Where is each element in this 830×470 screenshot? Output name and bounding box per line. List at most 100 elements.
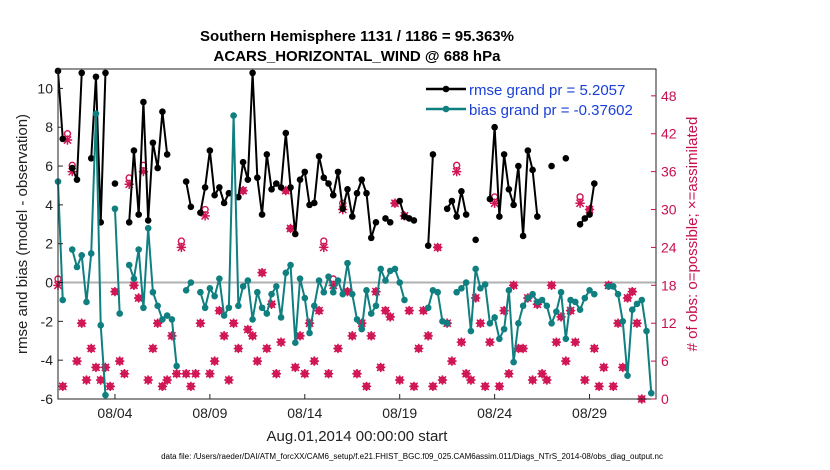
assimilated-marker-87 <box>466 375 476 385</box>
bias-point-95 <box>505 286 513 294</box>
rmse-point-1 <box>59 135 67 143</box>
assimilated-marker-92 <box>489 198 500 208</box>
assimilated-marker-72 <box>395 375 405 385</box>
bias-point-54 <box>310 302 318 310</box>
bias-point-3 <box>68 246 76 253</box>
bias-point-66 <box>367 310 375 317</box>
bias-point-41 <box>249 316 256 323</box>
rmse-point-23 <box>163 151 171 158</box>
rmse-point-91 <box>486 195 494 203</box>
assimilated-marker-79 <box>428 381 438 392</box>
assimilated-marker-51 <box>295 331 305 341</box>
rmse-point-51 <box>296 176 304 183</box>
rmse-point-40 <box>244 176 252 183</box>
rmse-point-7 <box>87 154 95 162</box>
bias-point-34 <box>216 275 223 282</box>
rmse-point-31 <box>201 184 209 191</box>
assimilated-marker-30 <box>195 318 206 328</box>
bias-point-42 <box>254 288 261 296</box>
rmse-point-16 <box>130 147 138 154</box>
assimilated-marker-70 <box>385 312 395 322</box>
assimilated-marker-104 <box>546 280 557 290</box>
bias-point-87 <box>467 327 475 335</box>
rmse-point-82 <box>443 205 451 213</box>
assimilated-marker-106 <box>556 312 566 322</box>
y-tick-label-6: 6 <box>45 158 53 174</box>
bias-point-64 <box>358 325 366 333</box>
y-tick-label-10: 10 <box>37 80 53 96</box>
bias-line-segment-5 <box>199 114 406 344</box>
assimilated-marker-55 <box>314 305 324 316</box>
x-axis-label: Aug.01,2014 00:00:00 start <box>267 428 449 445</box>
plot-frame <box>57 68 657 400</box>
bias-point-118 <box>614 290 622 298</box>
assimilated-marker-27 <box>181 369 191 379</box>
assimilated-marker-19 <box>143 375 153 385</box>
bias-point-36 <box>225 304 233 312</box>
rmse-point-67 <box>372 219 380 226</box>
rmse-point-42 <box>254 174 261 182</box>
bias-point-23 <box>163 312 171 319</box>
rmse-point-5 <box>78 69 86 77</box>
bias-point-71 <box>391 265 399 273</box>
bias-point-48 <box>282 269 290 277</box>
assimilated-marker-28 <box>186 381 196 392</box>
assimilated-marker-121 <box>627 286 637 297</box>
rmse-point-59 <box>334 168 342 176</box>
bias-point-8 <box>92 110 100 117</box>
assimilated-marker-109 <box>570 337 580 347</box>
y-tick-label-8: 8 <box>45 119 53 135</box>
y-right-tick-label-24: 24 <box>661 239 677 255</box>
assimilated-marker-107 <box>561 356 571 366</box>
assimilated-marker-9 <box>96 375 106 385</box>
bias-point-100 <box>529 290 536 298</box>
bias-point-15 <box>125 261 133 269</box>
assimilated-marker-50 <box>290 362 300 373</box>
bias-point-31 <box>201 304 209 312</box>
assimilated-marker-66 <box>366 331 376 341</box>
bias-point-94 <box>500 325 508 333</box>
rmse-point-36 <box>225 189 233 197</box>
bias-point-39 <box>239 283 247 290</box>
rmse-point-52 <box>301 168 309 176</box>
rmse-point-43 <box>258 211 266 218</box>
assimilated-marker-120 <box>622 293 633 303</box>
rmse-point-47 <box>277 184 285 191</box>
assimilated-marker-45 <box>266 299 277 309</box>
assimilated-marker-46 <box>271 369 281 379</box>
assimilated-marker-68 <box>376 362 386 373</box>
bias-point-1 <box>59 296 67 304</box>
assimilated-marker-47 <box>276 337 286 347</box>
rmse-point-63 <box>353 189 361 197</box>
rmse-point-62 <box>348 213 356 220</box>
bias-point-18 <box>140 304 147 312</box>
rmse-point-79 <box>429 151 437 158</box>
assimilated-marker-80 <box>433 242 443 253</box>
assimilated-marker-18 <box>138 166 149 177</box>
rmse-point-15 <box>125 219 133 226</box>
rmse-point-66 <box>367 234 375 242</box>
x-tick-label-08/19: 08/19 <box>382 405 417 421</box>
rmse-point-61 <box>344 186 351 193</box>
bias-point-125 <box>647 389 655 397</box>
y-tick-label-0: 0 <box>45 275 53 291</box>
assimilated-marker-115 <box>599 362 609 373</box>
assimilated-marker-62 <box>347 331 357 341</box>
bias-point-90 <box>481 281 489 288</box>
assimilated-marker-15 <box>124 179 134 189</box>
y-tick-label-4: 4 <box>45 197 53 213</box>
assimilated-marker-6 <box>81 375 92 385</box>
bias-point-120 <box>624 372 631 380</box>
bias-point-24 <box>168 316 176 323</box>
bias-point-119 <box>619 318 627 325</box>
bias-point-53 <box>306 329 313 337</box>
assimilated-marker-20 <box>148 343 158 354</box>
bias-point-122 <box>633 300 641 308</box>
assimilated-marker-11 <box>105 381 115 392</box>
rmse-point-113 <box>591 180 598 187</box>
bias-point-5 <box>78 252 86 259</box>
footer-data-file: data file: /Users/raeder/DAI/ATM_forcXX/… <box>161 452 663 461</box>
bias-point-40 <box>244 277 252 284</box>
